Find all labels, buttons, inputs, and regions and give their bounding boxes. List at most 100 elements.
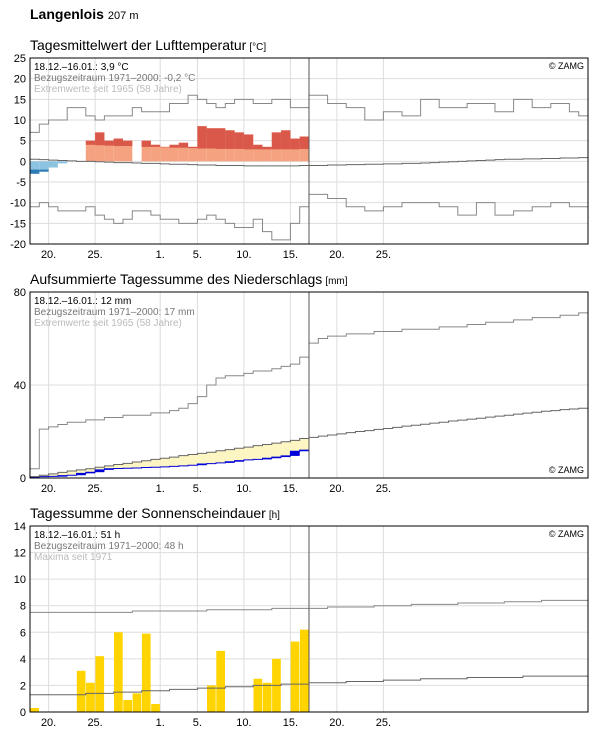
precip-deficit-fill: [95, 467, 105, 470]
temp-bar: [178, 142, 189, 162]
y-tick-label: 10: [14, 574, 26, 586]
plot-panel-2: 14 12 10 8 6 4 2 0 18.12.–16.01.: 51 hBezugszeit…: [14, 521, 589, 729]
reference-mean-line: [30, 157, 588, 167]
y-tick-label: -20: [10, 239, 26, 251]
y-tick-label: 12: [14, 548, 26, 560]
precip-daily-increment: [30, 476, 40, 478]
x-tick-label: 20.: [41, 249, 56, 261]
precip-deficit-fill: [57, 472, 68, 476]
temp-anomaly: [169, 144, 179, 148]
x-tick-label: 25.: [87, 483, 102, 495]
info-period: 18.12.–16.01.: 12 mm: [34, 296, 131, 307]
precip-deficit-fill: [281, 441, 291, 456]
info-reference: Bezugszeitraum 1971–2000: 48 h: [34, 541, 184, 552]
y-tick-label: -5: [16, 177, 26, 189]
precip-deficit-fill: [188, 454, 198, 466]
precip-daily-increment: [290, 451, 300, 456]
precip-daily-increment: [85, 472, 96, 474]
y-tick-label: -10: [10, 198, 26, 210]
x-tick-label: 5.: [193, 483, 202, 495]
sunshine-bar: [123, 700, 132, 712]
precip-deficit-fill: [160, 458, 170, 467]
precip-deficit-fill: [271, 443, 282, 458]
temp-bar: [160, 146, 170, 162]
precipitation-title: Aufsummierte Tagessumme des Niederschlag…: [30, 271, 323, 287]
x-tick-label: 25.: [376, 483, 391, 495]
precip-daily-increment: [281, 455, 291, 458]
temp-anomaly: [85, 140, 96, 145]
precip-deficit-fill: [104, 465, 114, 469]
source-label: © ZAMG: [549, 529, 584, 539]
max-extreme-line: [30, 94, 588, 133]
precip-daily-increment: [262, 458, 272, 460]
temp-bar: [113, 138, 123, 162]
y-tick-label: 15: [14, 94, 26, 106]
x-tick-label: 25.: [376, 717, 391, 729]
temp-bar: [95, 132, 105, 162]
temp-anomaly-cold: [30, 169, 40, 174]
precip-deficit-fill: [299, 438, 309, 451]
y-tick-label: 5: [20, 136, 26, 148]
precip-deficit-fill: [206, 452, 216, 464]
precip-daily-increment: [225, 461, 235, 463]
precip-max-line: [30, 312, 588, 470]
precip-deficit-fill: [67, 471, 77, 476]
temp-anomaly: [141, 140, 151, 147]
info-period: 18.12.–16.01.: 3,9 °C: [34, 62, 129, 73]
x-tick-label: 20.: [41, 717, 56, 729]
temp-anomaly: [225, 130, 235, 149]
temperature-unit: [°C]: [249, 42, 267, 53]
y-tick-label: 0: [20, 156, 26, 168]
temp-bar-cold: [48, 161, 58, 168]
temp-anomaly: [178, 142, 189, 148]
temp-bar-cold: [30, 161, 40, 174]
sunshine-bar: [95, 656, 105, 712]
x-tick-label: 25.: [87, 717, 102, 729]
precip-observed-line: [30, 449, 309, 478]
temp-bar: [141, 140, 151, 162]
station-name: Langenlois: [30, 6, 104, 22]
temp-bar-cold: [39, 161, 49, 172]
temp-anomaly: [271, 132, 282, 150]
precip-daily-increment: [95, 469, 105, 473]
temp-bar: [169, 144, 179, 162]
sunshine-bar: [151, 704, 160, 712]
sunshine-bar: [114, 632, 123, 712]
temperature-title: Tagesmittelwert der Lufttemperatur: [30, 37, 247, 53]
sunshine-bar: [141, 633, 151, 712]
precip-daily-increment: [197, 464, 207, 466]
plot-frame: [29, 57, 589, 245]
temp-anomaly: [290, 138, 300, 150]
x-tick-label: 20.: [41, 483, 56, 495]
precip-deficit-fill: [178, 455, 189, 466]
y-tick-label: 10: [14, 115, 26, 127]
temp-bar-cold: [57, 161, 68, 164]
y-tick-label: -15: [10, 218, 26, 230]
temp-bar: [188, 146, 198, 162]
temp-anomaly: [299, 136, 309, 149]
precip-deficit-fill: [234, 448, 244, 461]
precip-daily-increment: [271, 457, 282, 459]
temp-bar: [290, 138, 300, 162]
precip-deficit-fill: [225, 449, 235, 462]
temp-bar: [85, 140, 96, 162]
plot-frame: [29, 525, 589, 713]
y-tick-label: 20: [14, 74, 26, 86]
plot-frame: [29, 291, 589, 479]
temp-anomaly: [104, 140, 114, 146]
temp-anomaly: [281, 130, 291, 150]
temp-bar: [299, 136, 309, 162]
info-period: 18.12.–16.01.: 51 h: [34, 530, 120, 541]
sunshine-bar: [290, 641, 300, 712]
sunshine-bar: [86, 682, 95, 712]
precip-daily-increment: [76, 473, 86, 476]
info-extremes: Extremwerte seit 1965 (58 Jahre): [34, 318, 182, 329]
y-tick-label: 40: [14, 380, 26, 392]
temp-anomaly: [95, 132, 105, 146]
precip-deficit-fill: [262, 444, 272, 459]
x-tick-label: 10.: [236, 249, 251, 261]
x-tick-label: 10.: [236, 483, 251, 495]
y-tick-label: 0: [20, 707, 26, 719]
precip-deficit-fill: [290, 440, 300, 452]
y-tick-label: 6: [20, 627, 26, 639]
